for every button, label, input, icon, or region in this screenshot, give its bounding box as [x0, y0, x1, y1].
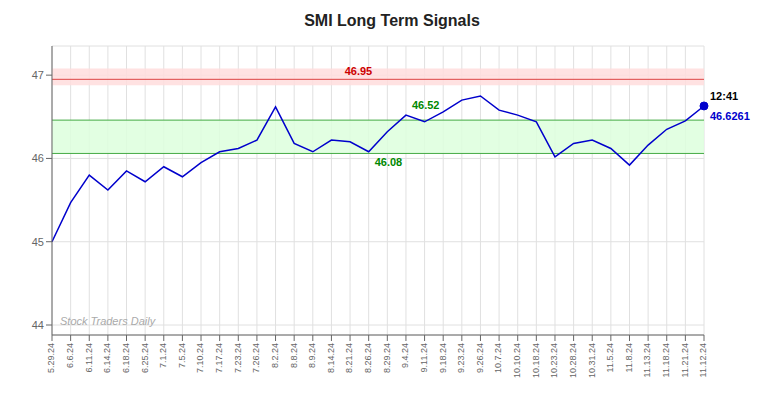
svg-text:47: 47	[32, 69, 44, 81]
svg-text:8.26.24: 8.26.24	[363, 343, 373, 373]
svg-text:9.18.24: 9.18.24	[438, 343, 448, 373]
svg-text:10.10.24: 10.10.24	[512, 343, 522, 378]
svg-text:12:41: 12:41	[710, 90, 738, 102]
svg-text:10.28.24: 10.28.24	[568, 343, 578, 378]
svg-text:7.10.24: 7.10.24	[195, 343, 205, 373]
svg-text:6.25.24: 6.25.24	[140, 343, 150, 373]
html-text:SMI Long Term Signals: SMI Long Term Signals	[304, 12, 480, 29]
svg-text:5.29.24: 5.29.24	[46, 343, 56, 373]
svg-text:11.18.24: 11.18.24	[661, 343, 671, 377]
svg-text:10.31.24: 10.31.24	[587, 343, 597, 378]
svg-text:10.7.24: 10.7.24	[493, 343, 503, 373]
svg-text:8.9.24: 8.9.24	[307, 343, 317, 368]
svg-text:46.52: 46.52	[412, 99, 440, 111]
svg-text:8.29.24: 8.29.24	[382, 343, 392, 373]
svg-text:6.14.24: 6.14.24	[102, 343, 112, 373]
svg-text:44: 44	[32, 319, 44, 331]
svg-text:45: 45	[32, 236, 44, 248]
svg-text:46.08: 46.08	[375, 156, 403, 168]
svg-text:11.5.24: 11.5.24	[605, 343, 615, 372]
html-text:Stock Traders Daily: Stock Traders Daily	[60, 315, 156, 327]
svg-text:6.6.24: 6.6.24	[65, 343, 75, 368]
svg-text:6.18.24: 6.18.24	[121, 343, 131, 373]
svg-text:9.11.24: 9.11.24	[419, 343, 429, 372]
svg-text:10.23.24: 10.23.24	[549, 343, 559, 378]
svg-text:7.1.24: 7.1.24	[158, 343, 168, 368]
svg-text:8.21.24: 8.21.24	[344, 343, 354, 373]
svg-text:9.26.24: 9.26.24	[475, 343, 485, 373]
svg-text:11.13.24: 11.13.24	[643, 343, 653, 377]
svg-text:46.6261: 46.6261	[710, 110, 750, 122]
svg-text:11.12.24: 11.12.24	[698, 343, 708, 377]
svg-text:46.95: 46.95	[345, 65, 373, 77]
svg-text:11.21.24: 11.21.24	[680, 343, 690, 377]
svg-text:8.14.24: 8.14.24	[326, 343, 336, 373]
svg-text:8.2.24: 8.2.24	[270, 343, 280, 368]
svg-text:7.23.24: 7.23.24	[233, 343, 243, 373]
svg-text:9.4.24: 9.4.24	[400, 343, 410, 368]
svg-text:11.8.24: 11.8.24	[624, 343, 634, 372]
svg-text:7.17.24: 7.17.24	[214, 343, 224, 373]
svg-text:8.8.24: 8.8.24	[289, 343, 299, 368]
svg-text:7.26.24: 7.26.24	[251, 343, 261, 373]
svg-text:7.5.24: 7.5.24	[177, 343, 187, 368]
svg-text:46: 46	[32, 152, 44, 164]
svg-text:9.23.24: 9.23.24	[456, 343, 466, 373]
svg-text:6.11.24: 6.11.24	[84, 343, 94, 372]
svg-text:10.18.24: 10.18.24	[531, 343, 541, 378]
